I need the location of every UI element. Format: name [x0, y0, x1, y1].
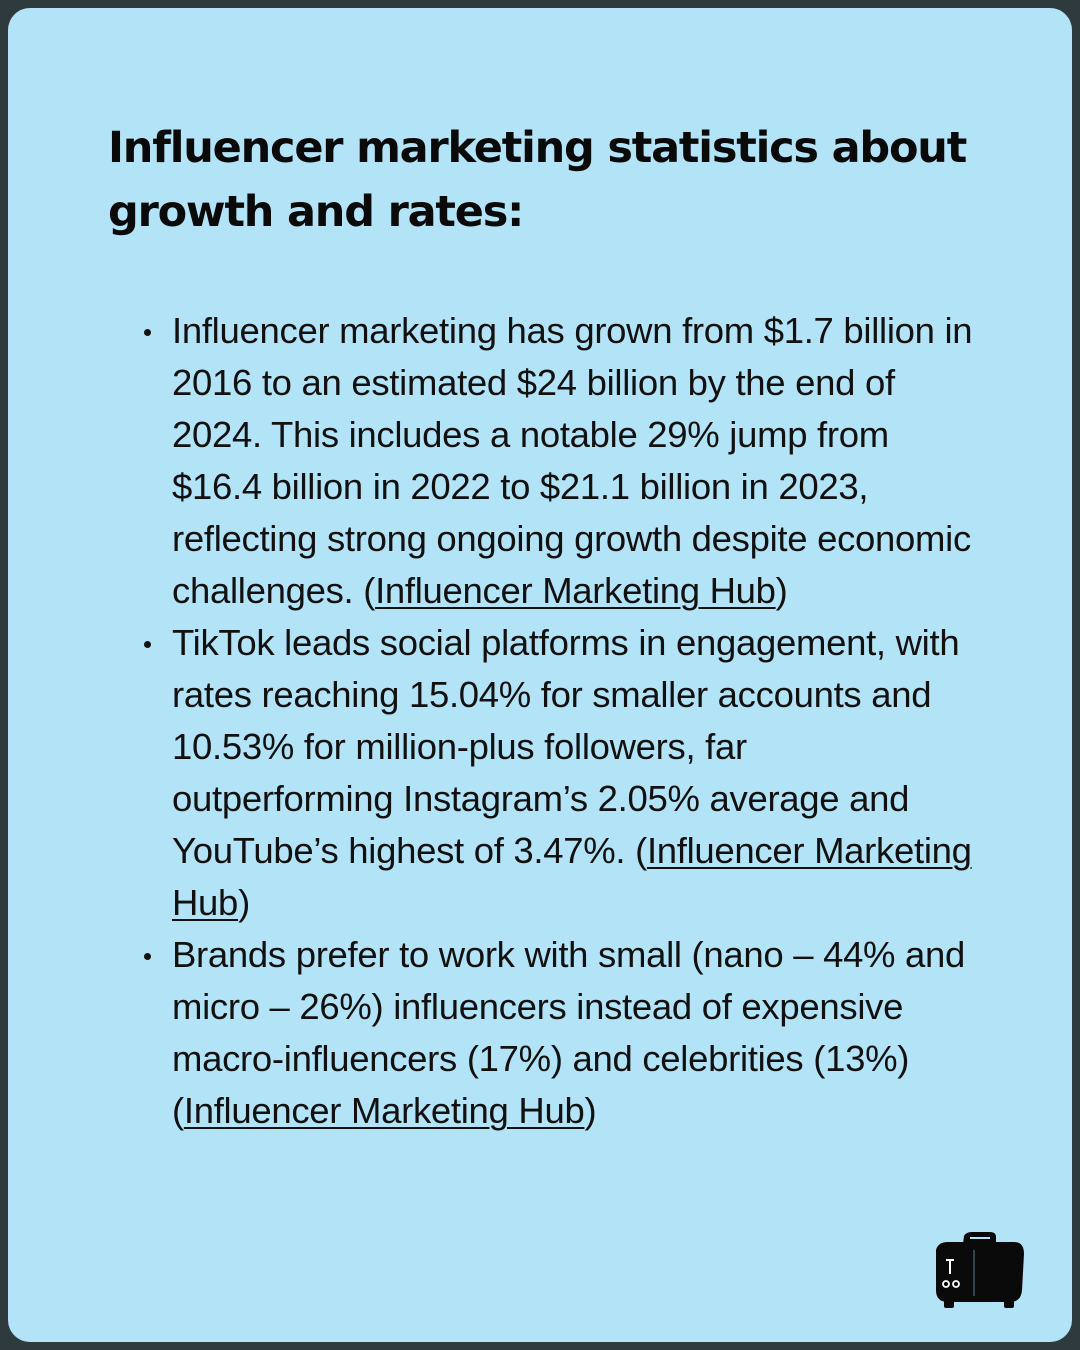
stat-card: Influencer marketing statistics about gr…: [8, 8, 1072, 1342]
list-item: TikTok leads social platforms in engagem…: [144, 617, 974, 929]
stats-list: Influencer marketing has grown from $1.7…: [144, 305, 974, 1137]
stat-close: ): [238, 882, 250, 923]
stat-close: ): [584, 1090, 597, 1131]
stat-text: Brands prefer to work with small (nano –…: [172, 934, 966, 1131]
bullet-icon: [144, 329, 151, 336]
heading: Influencer marketing statistics about gr…: [108, 123, 967, 237]
toaster-icon: [936, 1232, 1024, 1308]
bullet-icon: [144, 641, 151, 648]
stat-close: ): [775, 570, 788, 611]
source-link[interactable]: Influencer Marketing Hub: [172, 830, 972, 923]
source-link[interactable]: Influencer Marketing Hub: [183, 1090, 585, 1131]
source-link[interactable]: Influencer Marketing Hub: [375, 570, 776, 611]
list-item: Brands prefer to work with small (nano –…: [144, 929, 974, 1137]
stat-text: TikTok leads social platforms in engagem…: [172, 622, 960, 871]
list-item: Influencer marketing has grown from $1.7…: [144, 305, 974, 617]
stat-text: Influencer marketing has grown from $1.7…: [172, 310, 973, 611]
bullet-icon: [144, 953, 151, 960]
